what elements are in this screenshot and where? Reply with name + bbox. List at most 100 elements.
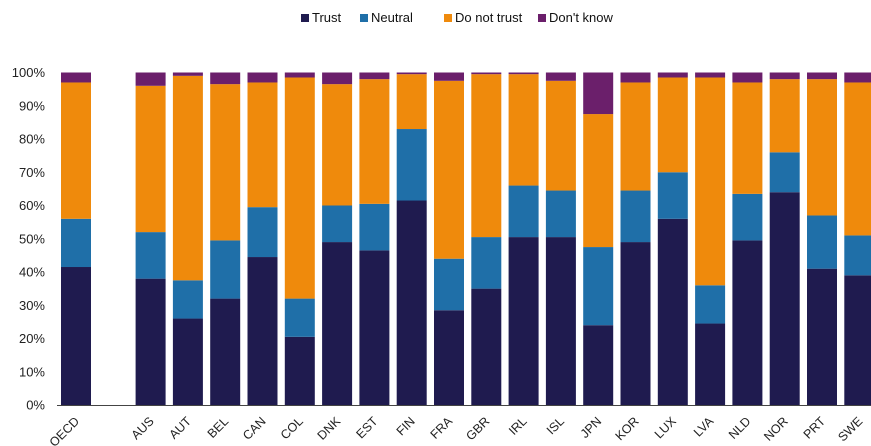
bar-trust-aus: [135, 278, 166, 405]
x-tick-label-jpn: JPN: [578, 414, 605, 441]
y-tick-label: 50%: [19, 231, 45, 246]
bar-don-t-know-nld: [732, 72, 763, 83]
bar-neutral-isl: [545, 190, 576, 238]
bar-trust-bel: [210, 298, 241, 405]
bar-don-t-know-aus: [135, 72, 166, 86]
bar-neutral-irl: [508, 185, 539, 238]
legend-swatch-don-t-know: [538, 14, 546, 22]
bar-trust-lux: [657, 218, 688, 405]
bar-don-t-know-fin: [396, 72, 427, 75]
bar-neutral-lva: [695, 285, 726, 324]
bar-neutral-fin: [396, 129, 427, 201]
bar-neutral-kor: [620, 190, 651, 243]
bar-don-t-know-irl: [508, 72, 539, 75]
bar-don-t-know-isl: [545, 72, 576, 81]
bar-do-not-trust-kor: [620, 82, 651, 191]
bar-neutral-nor: [769, 152, 800, 193]
bar-trust-fra: [434, 310, 464, 405]
bar-trust-nld: [732, 240, 763, 405]
y-tick-label: 60%: [19, 198, 45, 213]
bar-do-not-trust-bel: [210, 84, 241, 241]
bar-neutral-oecd: [61, 218, 91, 268]
bar-trust-aut: [172, 318, 203, 405]
bar-don-t-know-kor: [620, 72, 651, 83]
y-tick-label: 100%: [12, 65, 46, 80]
bar-do-not-trust-aus: [135, 85, 166, 233]
bar-do-not-trust-jpn: [583, 114, 614, 248]
bar-don-t-know-col: [284, 72, 315, 78]
y-tick-label: 10%: [19, 364, 45, 379]
bar-do-not-trust-oecd: [61, 82, 91, 219]
x-tick-label-kor: KOR: [613, 414, 642, 443]
bar-do-not-trust-isl: [545, 80, 576, 191]
x-tick-label-dnk: DNK: [315, 414, 344, 443]
bar-trust-swe: [844, 275, 871, 405]
bar-don-t-know-oecd: [61, 72, 91, 83]
bar-don-t-know-can: [247, 72, 278, 83]
x-tick-label-isl: ISL: [544, 414, 567, 437]
legend-label-trust: Trust: [312, 10, 342, 25]
bar-trust-kor: [620, 242, 651, 405]
bar-trust-est: [359, 250, 390, 405]
x-tick-label-fin: FIN: [394, 414, 418, 438]
bar-neutral-can: [247, 207, 278, 258]
bar-do-not-trust-lux: [657, 77, 688, 173]
bar-neutral-bel: [210, 240, 241, 299]
bar-don-t-know-dnk: [322, 72, 353, 85]
x-axis: OECD AUS AUT BEL CAN COL DNK EST FIN FRA GBR IRL ISL…: [47, 414, 866, 446]
y-tick-label: 90%: [19, 98, 45, 113]
bar-neutral-lux: [657, 172, 688, 219]
bar-don-t-know-est: [359, 72, 390, 80]
legend-label-neutral: Neutral: [371, 10, 413, 25]
bar-do-not-trust-gbr: [471, 74, 502, 238]
x-tick-label-lux: LUX: [652, 414, 680, 442]
x-tick-label-aut: AUT: [166, 414, 194, 442]
bar-don-t-know-fra: [434, 72, 464, 81]
bar-trust-gbr: [471, 288, 502, 405]
x-tick-label-swe: SWE: [835, 414, 865, 444]
bar-don-t-know-gbr: [471, 72, 502, 75]
bar-neutral-swe: [844, 235, 871, 276]
y-axis: 0% 10% 20% 30% 40% 50% 60% 70% 80% 90% 100%: [12, 65, 46, 413]
x-tick-label-irl: IRL: [506, 414, 530, 438]
legend-swatch-trust: [301, 14, 309, 22]
bars: [61, 72, 871, 405]
bar-do-not-trust-can: [247, 82, 278, 208]
bar-neutral-jpn: [583, 247, 614, 326]
y-tick-label: 20%: [19, 331, 45, 346]
bar-neutral-gbr: [471, 237, 502, 289]
x-tick-label-lva: LVA: [691, 414, 717, 440]
x-tick-label-nor: NOR: [761, 414, 791, 444]
x-tick-label-oecd: OECD: [47, 414, 82, 446]
bar-trust-lva: [695, 323, 726, 405]
bar-don-t-know-aut: [172, 72, 203, 76]
x-tick-label-nld: NLD: [726, 414, 754, 442]
x-tick-label-fra: FRA: [428, 414, 456, 442]
bar-don-t-know-prt: [807, 72, 837, 80]
y-tick-label: 30%: [19, 298, 45, 313]
bar-neutral-col: [284, 298, 315, 337]
bar-trust-col: [284, 336, 315, 405]
bar-neutral-nld: [732, 193, 763, 241]
legend-label-do-not-trust: Do not trust: [455, 10, 523, 25]
legend-label-don-t-know: Don't know: [549, 10, 614, 25]
legend-swatch-neutral: [360, 14, 368, 22]
bar-don-t-know-swe: [844, 72, 871, 83]
bar-do-not-trust-irl: [508, 74, 539, 186]
bar-don-t-know-jpn: [583, 72, 614, 115]
bar-neutral-prt: [807, 215, 837, 269]
x-tick-label-aus: AUS: [129, 414, 157, 442]
bar-do-not-trust-fra: [434, 80, 464, 259]
bar-neutral-dnk: [322, 205, 353, 243]
y-tick-label: 70%: [19, 165, 45, 180]
bar-do-not-trust-swe: [844, 82, 871, 236]
bar-trust-dnk: [322, 242, 353, 405]
bar-do-not-trust-lva: [695, 77, 726, 286]
bar-trust-irl: [508, 237, 539, 405]
x-tick-label-bel: BEL: [205, 414, 232, 441]
bar-do-not-trust-nor: [769, 79, 800, 153]
bar-don-t-know-lux: [657, 72, 688, 78]
bar-neutral-est: [359, 203, 390, 251]
bar-trust-can: [247, 257, 278, 405]
